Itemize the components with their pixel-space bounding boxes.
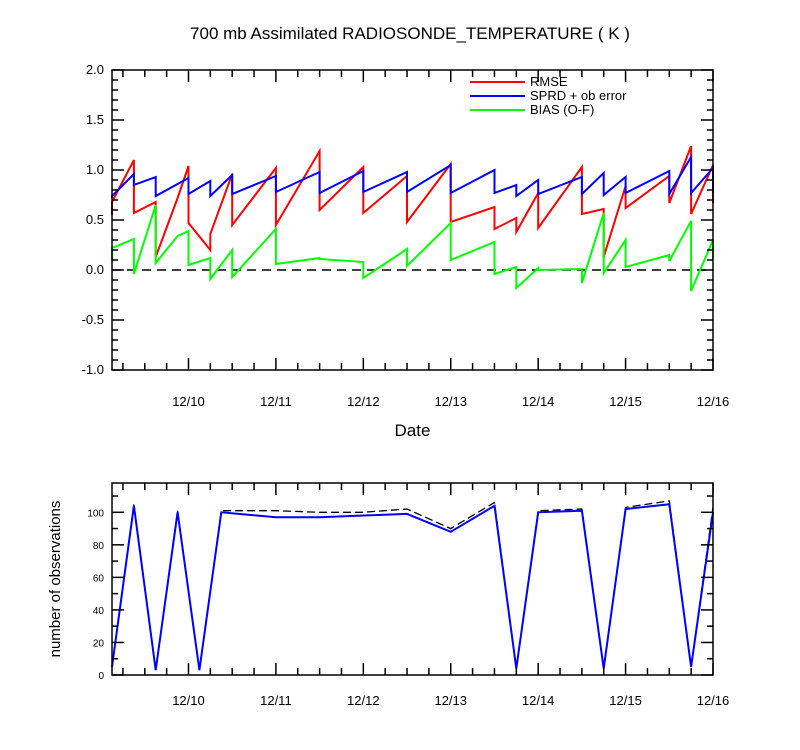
x-tick-label: 12/10	[172, 394, 205, 409]
y-tick-label: 20	[93, 638, 105, 649]
series-line-rmse	[111, 145, 714, 258]
x-tick-label: 12/16	[697, 394, 730, 409]
x-tick-label: 12/14	[522, 394, 555, 409]
y-tick-label: 1.5	[86, 112, 104, 127]
x-tick-label: 12/11	[260, 693, 292, 708]
x-tick-label: 12/15	[609, 394, 642, 409]
bottom-panel: 12/10 12/11 12/12 12/13 12/14 12/15 12/16 0 20 40…	[47, 482, 730, 708]
y-axis-label: number of observations	[47, 501, 64, 658]
y-tick-label: 0.5	[86, 212, 104, 227]
x-tick-label: 12/14	[522, 693, 555, 708]
y-tick-label: -0.5	[82, 312, 104, 327]
legend-label: RMSE	[530, 74, 568, 89]
y-tick-label: 0.0	[86, 262, 104, 277]
y-tick-label: 60	[93, 573, 105, 584]
series-line-assimilated	[111, 503, 714, 671]
x-tick-label: 12/13	[434, 394, 467, 409]
series-line-sprd-ob-error	[111, 153, 714, 199]
x-tick-label: 12/11	[260, 394, 292, 409]
chart-title: 700 mb Assimilated RADIOSONDE_TEMPERATUR…	[190, 24, 630, 43]
plot-frame	[111, 482, 714, 676]
y-tick-label: 40	[93, 606, 105, 617]
x-axis-label: Date	[395, 421, 431, 440]
x-tick-label: 12/10	[172, 693, 205, 708]
y-tick-label: 2.0	[86, 62, 104, 77]
plot-frame	[111, 69, 714, 371]
x-tick-label: 12/16	[697, 693, 730, 708]
y-tick-label: -1.0	[82, 362, 104, 377]
series-line-bias-o-f-	[111, 204, 714, 292]
y-tick-label: 1.0	[86, 162, 104, 177]
y-tick-label: 0	[98, 671, 104, 682]
legend-label: BIAS (O-F)	[530, 102, 594, 117]
y-tick-label: 100	[87, 508, 104, 519]
x-tick-label: 12/13	[434, 693, 467, 708]
x-tick-label: 12/12	[347, 693, 380, 708]
x-tick-label: 12/15	[609, 693, 642, 708]
y-tick-label: 80	[93, 541, 105, 552]
top-panel: 12/10 12/11 12/12 12/13 12/14 12/15 12/16 -1.0 -…	[82, 62, 730, 440]
legend-label: SPRD + ob error	[530, 88, 627, 103]
x-tick-label: 12/12	[347, 394, 380, 409]
